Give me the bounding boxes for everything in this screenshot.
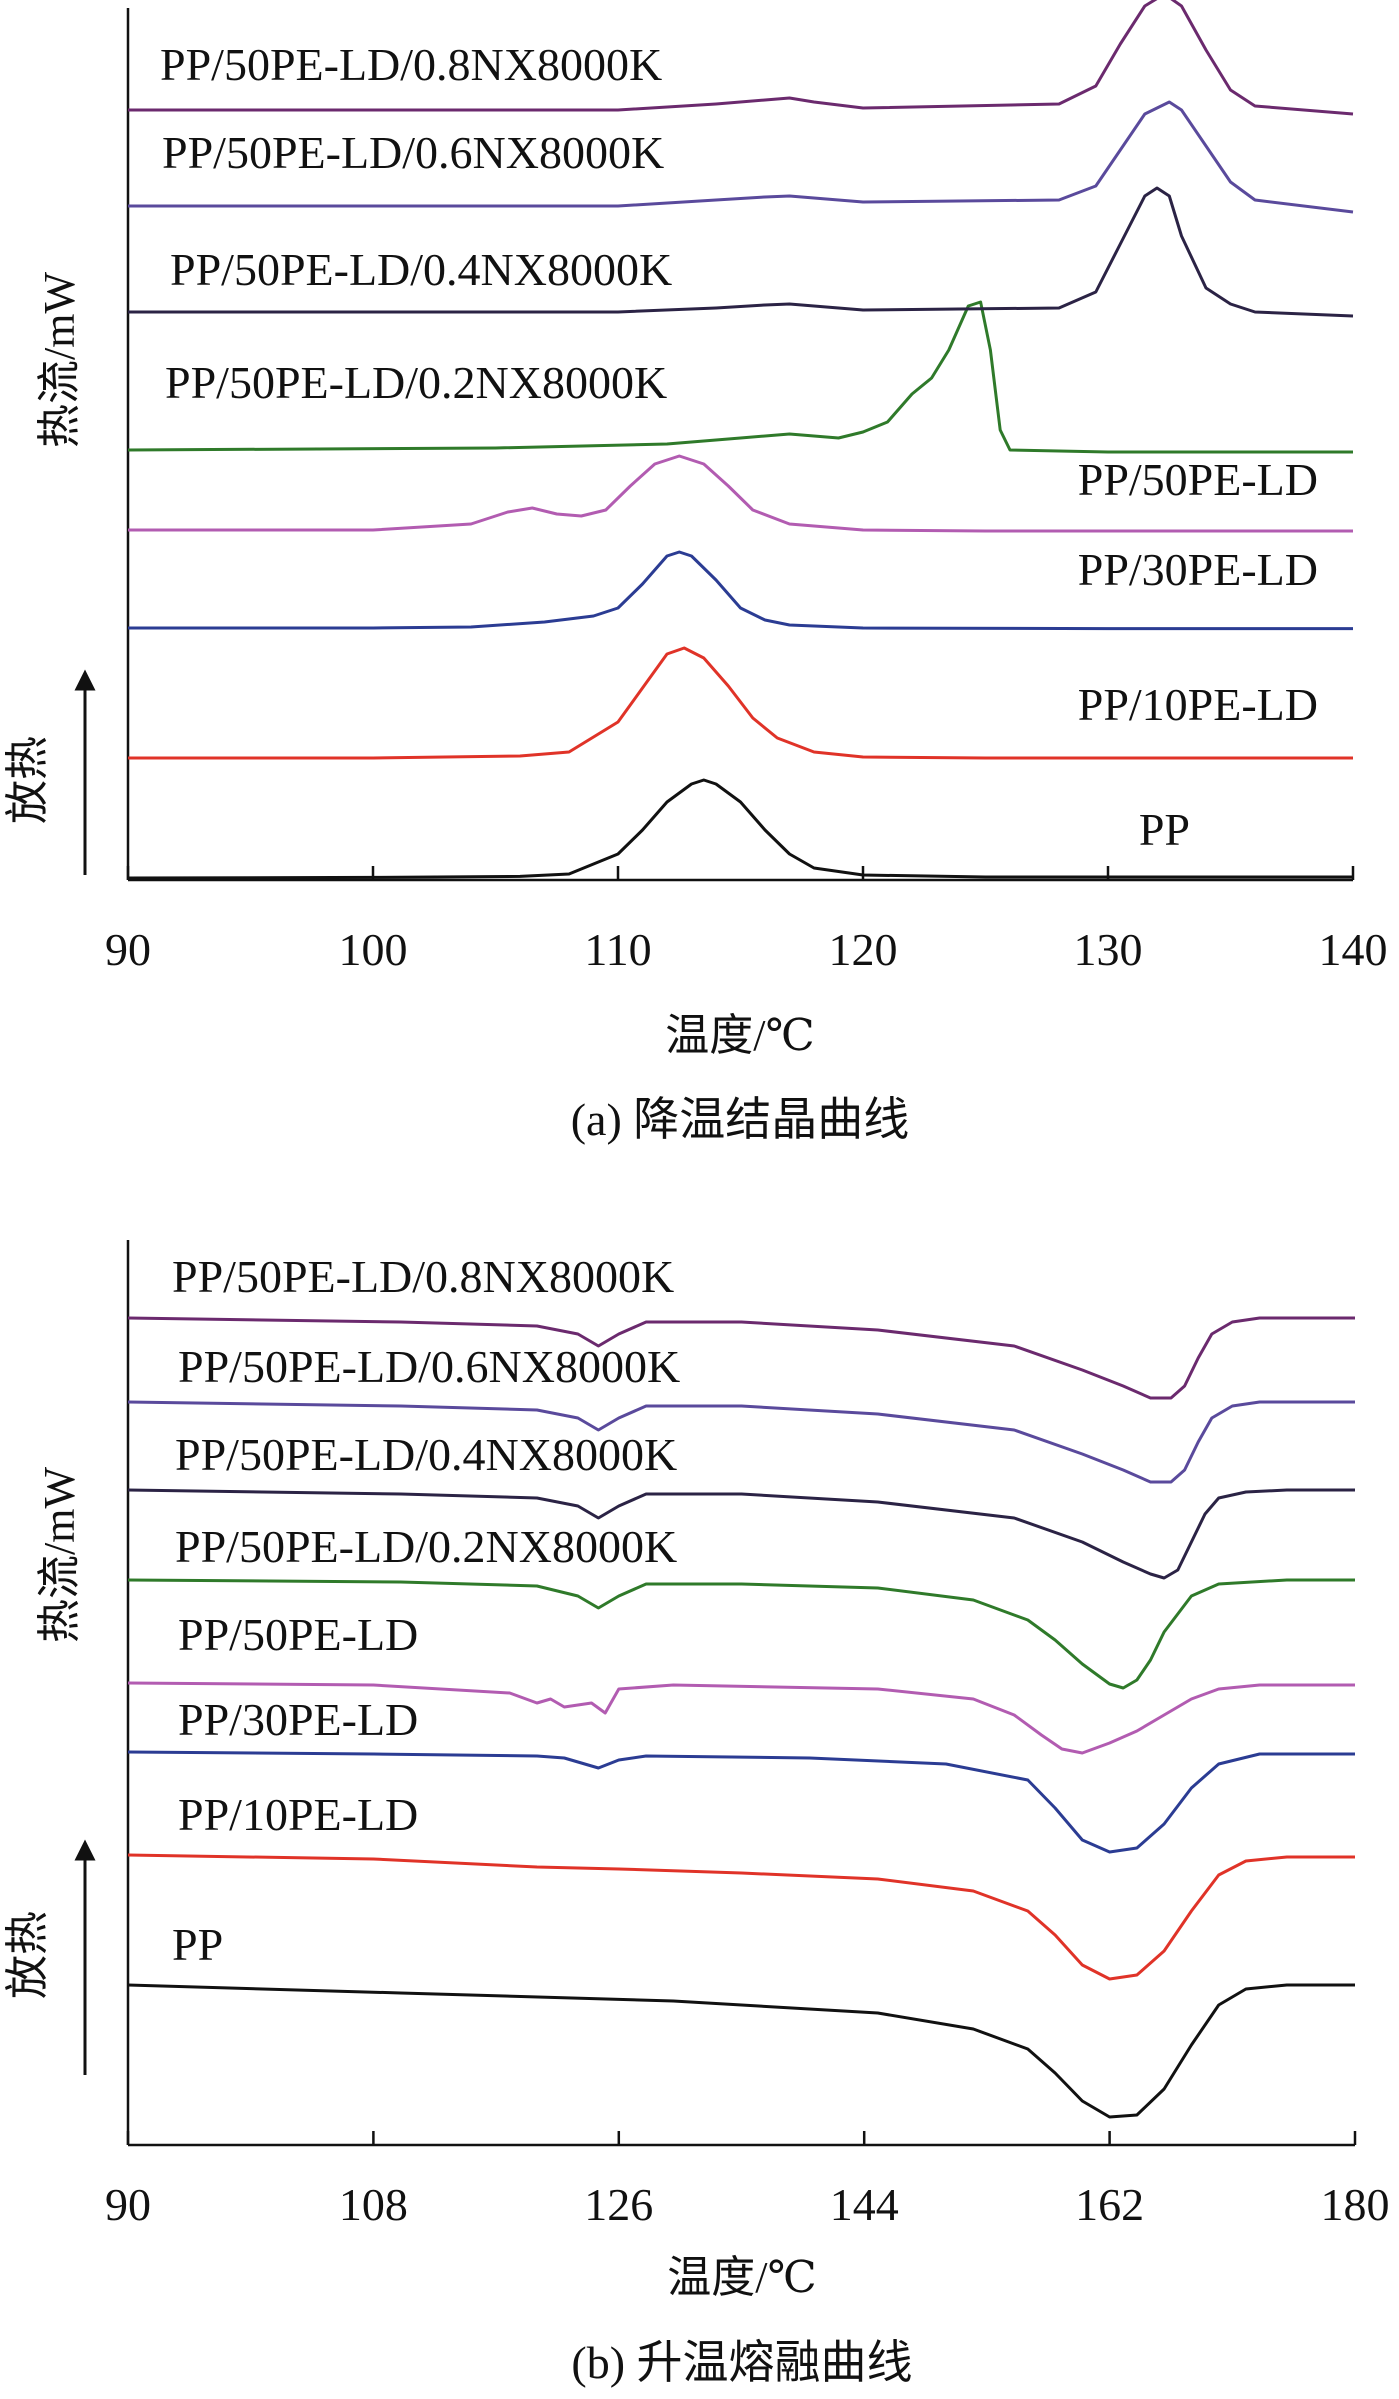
exotherm-label: 放热	[3, 1911, 52, 1999]
series-label-pp-50pe-ld-0-2nx8000k: PP/50PE-LD/0.2NX8000K	[175, 1521, 677, 1572]
curve-pp-50pe-ld-0-8nx8000k	[127, 1316, 1355, 1400]
x-tick-label: 108	[339, 2179, 408, 2230]
curve-pp-50pe-ld-0-2nx8000k	[127, 300, 1353, 454]
curve-pp-10pe-ld	[127, 1853, 1355, 1981]
x-tick-label: 130	[1074, 924, 1143, 975]
x-tick-label: 90	[105, 924, 151, 975]
panel-caption: (b) 升温熔融曲线	[571, 2337, 912, 2388]
x-tick-label: 144	[830, 2179, 899, 2230]
y-axis-label: 热流/mW	[35, 272, 84, 448]
series-label-pp-50pe-ld-0-4nx8000k: PP/50PE-LD/0.4NX8000K	[170, 244, 672, 295]
x-tick-label: 110	[584, 924, 651, 975]
series-label-pp-50pe-ld-0-6nx8000k: PP/50PE-LD/0.6NX8000K	[178, 1341, 680, 1392]
series-label-pp-30pe-ld: PP/30PE-LD	[178, 1694, 418, 1745]
series-label-pp-30pe-ld: PP/30PE-LD	[1078, 544, 1318, 595]
series-label-pp-50pe-ld-0-4nx8000k: PP/50PE-LD/0.4NX8000K	[175, 1429, 677, 1480]
curve-pp	[127, 1983, 1355, 2119]
series-labels: PP PP/10PE-LD PP/30PE-LD PP/50PE-LD PP/50PE-…	[172, 1251, 680, 1970]
x-tick-label: 140	[1319, 924, 1388, 975]
series-label-pp-50pe-ld: PP/50PE-LD	[1078, 454, 1318, 505]
curves	[127, 1316, 1355, 2119]
curve-pp-30pe-ld	[127, 1750, 1355, 1854]
curve-pp-30pe-ld	[128, 550, 1353, 631]
x-tick-label: 180	[1321, 2179, 1390, 2230]
x-axis-label: 温度/℃	[665, 1011, 814, 1060]
x-axis-label: 温度/℃	[667, 2253, 816, 2302]
series-label-pp: PP	[1139, 804, 1190, 855]
curve-pp-50pe-ld-0-4nx8000k	[127, 1488, 1355, 1580]
series-label-pp-50pe-ld-0-8nx8000k: PP/50PE-LD/0.8NX8000K	[172, 1251, 674, 1302]
series-label-pp-10pe-ld: PP/10PE-LD	[178, 1789, 418, 1840]
x-ticks: 90 100 110 120 130 140	[105, 866, 1388, 975]
x-tick-label: 120	[829, 924, 898, 975]
curve-pp-50pe-ld-0-6nx8000k	[128, 100, 1354, 214]
curve-pp-50pe-ld-0-8nx8000k	[128, 0, 1354, 116]
exotherm-label: 放热	[3, 736, 52, 824]
series-label-pp-50pe-ld: PP/50PE-LD	[178, 1609, 418, 1660]
x-tick-label: 126	[584, 2179, 653, 2230]
x-ticks: 90 108 126 144 162 180	[105, 2131, 1390, 2230]
x-tick-label: 162	[1075, 2179, 1144, 2230]
curve-pp-50pe-ld-0-6nx8000k	[127, 1400, 1355, 1484]
curve-pp-50pe-ld	[127, 1681, 1355, 1755]
series-label-pp-50pe-ld-0-2nx8000k: PP/50PE-LD/0.2NX8000K	[165, 357, 667, 408]
curve-pp-50pe-ld-0-4nx8000k	[128, 186, 1354, 318]
series-label-pp-50pe-ld-0-6nx8000k: PP/50PE-LD/0.6NX8000K	[162, 127, 664, 178]
series-label-pp-50pe-ld-0-8nx8000k: PP/50PE-LD/0.8NX8000K	[160, 39, 662, 90]
curve-pp	[127, 778, 1353, 880]
curve-pp-50pe-ld	[128, 454, 1353, 533]
x-tick-label: 100	[339, 924, 408, 975]
curves	[127, 0, 1354, 880]
series-label-pp: PP	[172, 1919, 223, 1970]
panel-b-heating-melting: 90 108 126 144 162 180 PP PP/10PE-LD PP/30PE-LD…	[3, 1240, 1390, 2388]
panel-a-cooling-crystallization: 90 100 110 120 130 140 PP PP/10PE-LD PP/30PE-LD…	[3, 0, 1388, 1145]
curve-pp-50pe-ld-0-2nx8000k	[127, 1578, 1355, 1690]
series-labels: PP PP/10PE-LD PP/30PE-LD PP/50PE-LD PP/50PE-…	[160, 39, 1318, 855]
panel-caption: (a) 降温结晶曲线	[571, 1094, 910, 1145]
curve-pp-10pe-ld	[128, 646, 1353, 760]
x-tick-label: 90	[105, 2179, 151, 2230]
y-axis-label: 热流/mW	[35, 1467, 84, 1643]
series-label-pp-10pe-ld: PP/10PE-LD	[1078, 679, 1318, 730]
